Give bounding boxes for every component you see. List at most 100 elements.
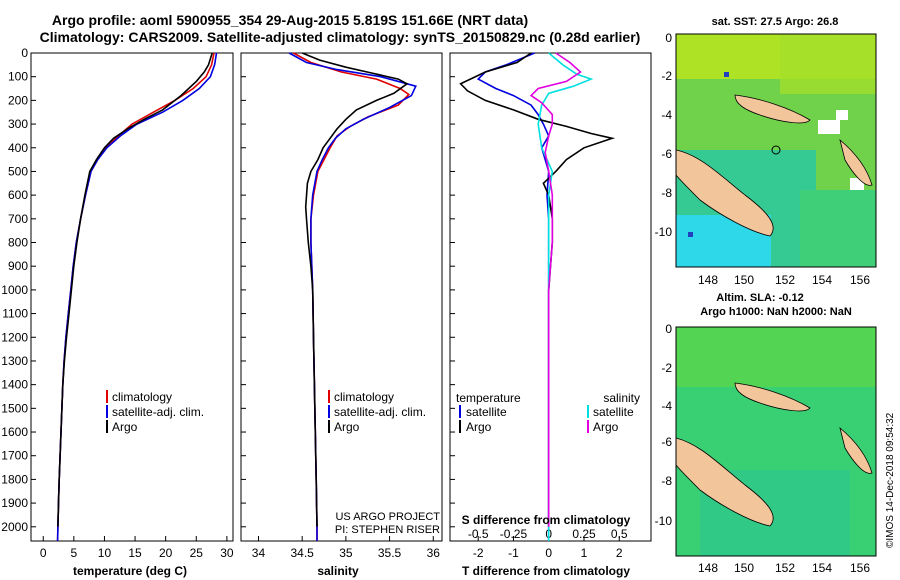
sla-lat-label: -6 (661, 435, 672, 449)
x-tick-label: -2 (473, 546, 484, 560)
legend-label: satellite (593, 405, 634, 419)
sst-lat-label: 0 (665, 31, 672, 45)
legend-label: Argo (593, 420, 619, 434)
series-line-argo (301, 52, 409, 527)
x-tick-label: 0 (40, 546, 47, 560)
sst-lat-label: -6 (661, 147, 672, 161)
difference-panel-frame (449, 52, 652, 542)
new-guinea-landmass (676, 437, 774, 527)
figure-title-line1: Argo profile: aoml 5900955_354 29-Aug-20… (52, 12, 528, 28)
sst-lat-label: -2 (661, 69, 672, 83)
depth-tick-label: 1000 (1, 283, 28, 297)
legend-label: climatology (112, 390, 172, 404)
x-tick-label: 25 (190, 546, 204, 560)
panel-x-axes: 0 5 10 15 20 25 30 34 34.5 35 35.5 36 -2 -1 0 1 2 -0.5 -0.… (40, 527, 628, 560)
sst-lat-label: -4 (661, 108, 672, 122)
x-tick-label: 20 (159, 546, 173, 560)
legend-label: Argo (466, 420, 492, 434)
x-tick-label: 15 (128, 546, 142, 560)
s-diff-tick-label: -0.5 (468, 527, 489, 541)
x-tick-label: 34 (252, 546, 266, 560)
x-tick-label: 1 (581, 546, 588, 560)
bougainville-island (839, 426, 873, 474)
s-diff-tick-label: -0.25 (500, 527, 528, 541)
series-line-climatology (56, 52, 215, 542)
difference-legend: temperature salinity satellite Argo sate… (456, 391, 640, 434)
depth-tick-label: 1900 (1, 496, 28, 510)
sst-cold-pixel (688, 232, 693, 237)
x-tick-label: 10 (98, 546, 112, 560)
legend-label: Argo (112, 420, 138, 434)
depth-tick-label: 500 (8, 164, 28, 178)
depth-tick-label: 700 (8, 212, 28, 226)
x-tick-label: 35.5 (378, 546, 402, 560)
legend-title-salinity: salinity (603, 391, 640, 405)
legend-label: satellite-adj. clim. (334, 405, 426, 419)
sst-missing-cell (818, 120, 840, 134)
x-tick-label: 0 (545, 546, 552, 560)
series-line-salinity-argo (529, 52, 582, 527)
temperature-panel-frame (30, 52, 234, 542)
series-line-satellite-adj-clim- (288, 52, 417, 541)
sla-map-frame (675, 326, 877, 557)
credit-project: US ARGO PROJECT (335, 511, 440, 523)
credit-pi: PI: STEPHEN RISER (335, 524, 440, 536)
sla-lat-label: 0 (665, 322, 672, 336)
sla-band (676, 327, 876, 387)
sla-lat-label: -8 (661, 474, 672, 488)
depth-tick-label: 0 (21, 46, 28, 60)
series-line-satellite-adj-clim- (56, 52, 218, 542)
legend-label: satellite-adj. clim. (112, 405, 204, 419)
depth-tick-label: 1700 (1, 449, 28, 463)
x-tick-label: -1 (508, 546, 519, 560)
sla-map-subtitle: Argo h1000: NaN h2000: NaN (700, 306, 852, 318)
sst-lon-label: 154 (812, 273, 832, 287)
x-tick-label: 36 (427, 546, 441, 560)
sla-map-title: Altim. SLA: -0.12 (716, 292, 803, 304)
series-line-temperature-argo (459, 52, 616, 527)
sla-map: Altim. SLA: -0.12 Argo h1000: NaN h2000:… (655, 292, 877, 575)
depth-axis: 0 100 200 300 400 500 600 700 800 900 1000 1100 1200… (1, 46, 455, 534)
legend-label: satellite (466, 405, 507, 419)
depth-tick-label: 1400 (1, 378, 28, 392)
sst-lon-label: 150 (734, 273, 754, 287)
depth-tick-label: 1800 (1, 472, 28, 486)
depth-tick-label: 1200 (1, 330, 28, 344)
depth-tick-label: 900 (8, 259, 28, 273)
imos-timestamp: ©IMOS 14-Dec-2018 09:54:32 (885, 412, 896, 548)
temperature-legend: climatology satellite-adj. clim. Argo (106, 390, 204, 434)
sst-map: sat. SST: 27.5 Argo: 26.8 -2 -4 -6 -8 -1… (655, 16, 877, 287)
sst-lat-label: -8 (661, 186, 672, 200)
sla-lat-label: -10 (655, 514, 673, 528)
depth-tick-label: 1100 (2, 307, 28, 321)
s-difference-label: S difference from climatology (462, 513, 631, 527)
depth-tick-label: 1600 (1, 425, 28, 439)
new-britain-island (734, 94, 811, 124)
salinity-panel-frame (240, 52, 443, 542)
x-tick-label: 30 (220, 546, 234, 560)
depth-tick-label: 200 (8, 93, 28, 107)
bougainville-island (839, 138, 873, 186)
sla-lat-label: -4 (661, 399, 672, 413)
sst-warm-patch (780, 34, 876, 94)
sla-lon-label: 148 (698, 561, 718, 575)
sla-lon-label: 150 (734, 561, 754, 575)
argo-location-marker (771, 145, 781, 155)
difference-xlabel: T difference from climatology (462, 564, 630, 578)
legend-title-temperature: temperature (456, 391, 521, 405)
series-line-salinity-satellite (537, 52, 594, 541)
sla-lon-label: 156 (850, 561, 870, 575)
legend-label: Argo (334, 420, 360, 434)
sst-map-frame (675, 33, 877, 268)
salinity-xlabel: salinity (317, 564, 359, 578)
s-diff-tick-label: 0.25 (572, 527, 596, 541)
depth-tick-label: 2000 (1, 520, 28, 534)
sst-lon-label: 156 (850, 273, 870, 287)
depth-tick-label: 100 (8, 70, 28, 84)
x-tick-label: 35 (339, 546, 353, 560)
new-guinea-landmass (676, 149, 774, 237)
new-britain-island (734, 382, 811, 412)
sla-lon-label: 152 (775, 561, 795, 575)
sst-lon-label: 152 (775, 273, 795, 287)
